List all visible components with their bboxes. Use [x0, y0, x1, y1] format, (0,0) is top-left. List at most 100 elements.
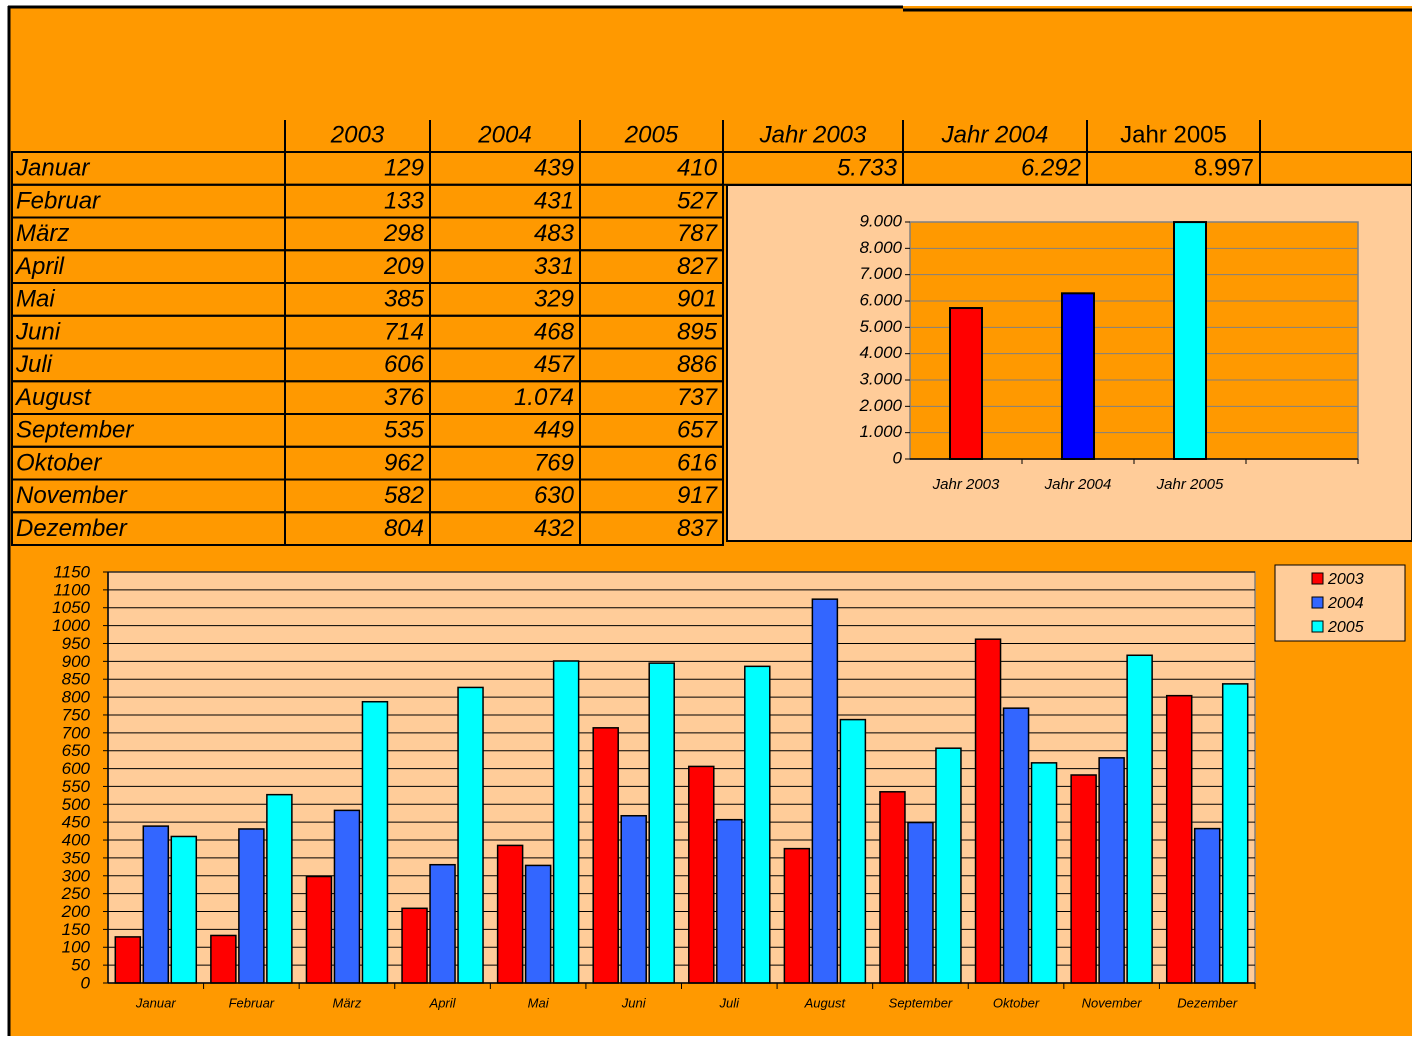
bar — [935, 747, 962, 984]
y-tick-label: 550 — [62, 777, 91, 796]
table-value: 895 — [677, 318, 718, 345]
table-value: 630 — [534, 482, 575, 509]
x-tick-label: Juli — [719, 995, 741, 1010]
legend-box — [1274, 564, 1406, 642]
y-tick-label: 7.000 — [859, 264, 902, 283]
table-value: 606 — [384, 351, 425, 378]
table-cell — [1259, 151, 1412, 186]
row-label: Oktober — [16, 449, 102, 476]
table-value: 535 — [384, 417, 425, 444]
y-tick-label: 250 — [61, 884, 91, 903]
legend-swatch — [1311, 596, 1324, 609]
row-label: Mai — [16, 286, 55, 313]
bar — [1061, 292, 1095, 460]
y-tick-label: 850 — [62, 670, 91, 689]
bar — [210, 934, 237, 984]
bar — [401, 907, 428, 984]
legend-swatch — [1311, 572, 1324, 585]
x-tick-label: Januar — [135, 995, 176, 1010]
bar — [974, 638, 1002, 984]
column-header: 2003 — [330, 121, 385, 148]
bar — [457, 686, 484, 984]
y-tick-label: 1050 — [52, 598, 90, 617]
x-tick-label: Mai — [528, 995, 550, 1010]
table-cell — [579, 511, 724, 546]
table-value: 209 — [383, 253, 424, 280]
y-tick-label: 5.000 — [859, 317, 902, 336]
bar — [496, 844, 524, 984]
legend-label: 2005 — [1327, 619, 1364, 636]
bar — [552, 660, 580, 984]
table-value: 457 — [534, 351, 576, 378]
bar — [266, 793, 293, 984]
row-label: Juni — [15, 318, 61, 345]
table-value: 432 — [534, 515, 574, 542]
y-tick-label: 200 — [61, 902, 91, 921]
table-value: 298 — [383, 220, 425, 247]
bar — [142, 825, 170, 984]
table-value: 468 — [534, 318, 575, 345]
bar — [744, 665, 771, 984]
x-tick-label: April — [429, 995, 457, 1010]
y-tick-label: 50 — [71, 956, 90, 975]
y-tick-label: 1100 — [53, 580, 90, 599]
bar — [879, 791, 906, 984]
x-tick-label: Jahr 2004 — [1044, 476, 1112, 493]
table-value: 787 — [677, 220, 719, 247]
y-tick-label: 350 — [62, 848, 91, 867]
bar — [333, 809, 361, 984]
row-label: März — [16, 220, 69, 247]
table-value: 376 — [384, 384, 425, 411]
x-tick-label: Jahr 2003 — [932, 476, 1000, 493]
bar — [620, 814, 647, 984]
y-tick-label: 700 — [62, 723, 91, 742]
column-header: Jahr 2004 — [941, 121, 1049, 148]
table-value: 439 — [534, 155, 574, 182]
bar — [811, 598, 839, 984]
column-header: Jahr 2005 — [1120, 121, 1227, 148]
table-value: 616 — [677, 449, 718, 476]
bar — [1165, 694, 1193, 984]
table-value: 331 — [534, 253, 574, 280]
table-value: 8.997 — [1194, 155, 1254, 182]
y-tick-label: 2.000 — [858, 396, 902, 415]
row-label: Februar — [16, 187, 101, 214]
bar — [839, 718, 867, 984]
table-value: 483 — [534, 220, 575, 247]
bar — [1098, 757, 1125, 984]
table-value: 431 — [534, 187, 574, 214]
table-value: 804 — [384, 515, 424, 542]
y-tick-label: 300 — [62, 866, 91, 885]
bar — [170, 835, 198, 984]
table-value: 901 — [677, 286, 717, 313]
legend-label: 2003 — [1327, 571, 1364, 588]
x-tick-label: Juni — [621, 995, 647, 1010]
table-value: 827 — [677, 253, 719, 280]
y-tick-label: 900 — [62, 652, 91, 671]
y-tick-label: 8.000 — [859, 238, 902, 257]
bar — [305, 875, 333, 984]
table-value: 737 — [677, 384, 719, 411]
row-label: September — [16, 417, 134, 444]
y-tick-label: 750 — [62, 705, 91, 724]
bar — [1030, 762, 1058, 984]
y-tick-label: 100 — [62, 938, 91, 957]
row-label: August — [14, 384, 92, 411]
bar — [592, 727, 619, 984]
y-tick-label: 500 — [62, 795, 91, 814]
table-value: 129 — [384, 155, 424, 182]
legend-swatch — [1311, 620, 1324, 633]
table-value: 657 — [677, 417, 719, 444]
y-tick-label: 650 — [62, 741, 91, 760]
row-label: Juli — [15, 351, 53, 378]
column-header: 2005 — [624, 121, 679, 148]
table-value: 5.733 — [837, 155, 898, 182]
y-tick-label: 0 — [81, 973, 91, 992]
bar — [1002, 707, 1030, 984]
y-tick-label: 0 — [893, 448, 903, 467]
bar — [361, 700, 389, 984]
x-tick-label: Dezember — [1177, 995, 1238, 1010]
table-value: 582 — [384, 482, 424, 509]
bar — [1070, 774, 1097, 984]
